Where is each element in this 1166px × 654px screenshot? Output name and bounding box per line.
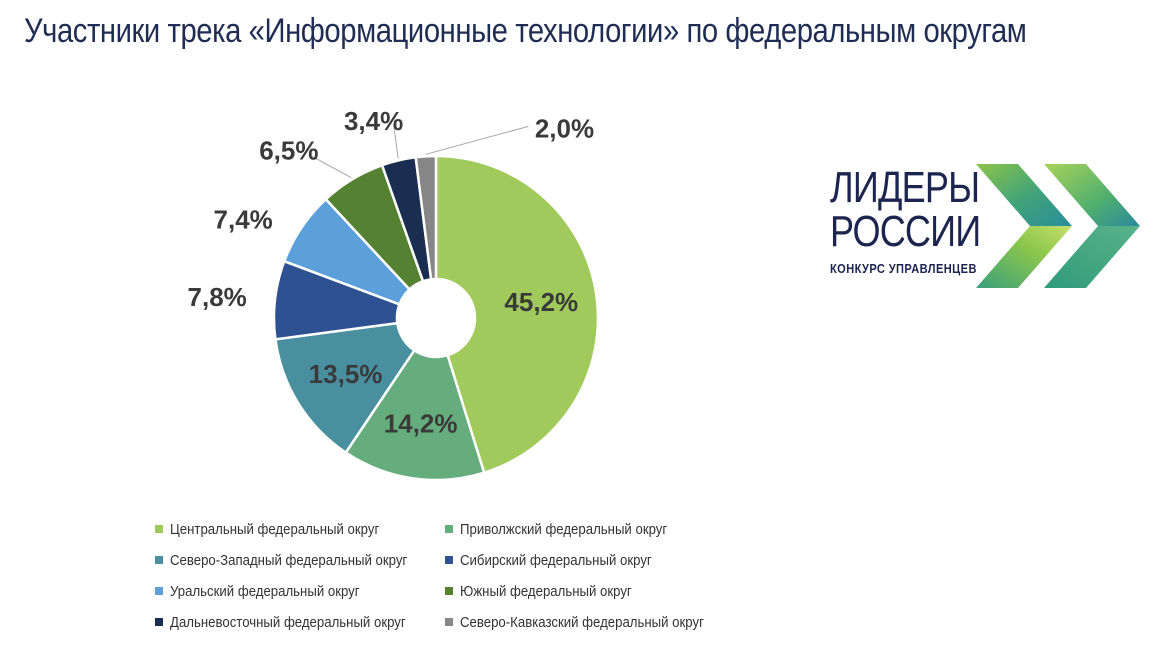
legend-item: Южный федеральный округ [445,580,745,602]
legend-swatch [445,618,453,626]
slice-data-label: 2,0% [535,113,594,143]
double-chevron-icon [976,164,1140,288]
legend-item: Северо-Кавказский федеральный округ [445,611,745,633]
legend-swatch [445,556,453,564]
legend-label: Северо-Западный федеральный округ [170,551,408,569]
slice-data-label: 7,4% [214,205,273,235]
legend-item: Северо-Западный федеральный округ [155,549,445,571]
donut-slice [434,154,600,475]
slice-data-label: 14,2% [384,408,458,438]
legend-label: Сибирский федеральный округ [460,551,652,569]
legend-item: Уральский федеральный округ [155,580,445,602]
slice-data-label: 13,5% [309,359,383,389]
logo-line1: ЛИДЕРЫ [830,163,980,212]
donut-slice [274,321,417,455]
slice-data-label: 3,4% [344,106,403,136]
legend-label: Дальневосточный федеральный округ [170,613,406,631]
legend-item: Приволжский федеральный округ [445,518,745,540]
leader-line [393,124,399,159]
legend-item: Центральный федеральный округ [155,518,445,540]
legend-swatch [155,556,163,564]
legend-label: Приволжский федеральный округ [460,520,668,538]
legend-label: Южный федеральный округ [460,582,632,600]
legend-swatch [155,587,163,595]
leader-line [425,125,529,155]
legend-item: Сибирский федеральный округ [445,549,745,571]
leader-line [308,154,352,179]
liders-rossii-logo: ЛИДЕРЫ РОССИИ КОНКУРС УПРАВЛЕНЦЕВ [826,158,1146,298]
slice-data-label: 7,8% [188,282,247,312]
logo-subtitle: КОНКУРС УПРАВЛЕНЦЕВ [830,261,977,276]
legend-swatch [445,525,453,533]
legend-label: Уральский федеральный округ [170,582,360,600]
donut-slice [344,348,486,482]
legend-swatch [155,525,163,533]
legend-swatch [155,618,163,626]
slice-data-label: 45,2% [504,287,578,317]
chart-title: Участники трека «Информационные технолог… [24,12,1027,50]
donut-slice [414,154,438,281]
legend-label: Центральный федеральный округ [170,520,380,538]
chart-legend: Центральный федеральный округ Приволжский… [155,518,745,633]
legend-swatch [445,587,453,595]
legend-label: Северо-Кавказский федеральный округ [460,613,704,631]
slice-data-label: 6,5% [259,136,318,166]
logo-line2: РОССИИ [830,207,981,256]
legend-item: Дальневосточный федеральный округ [155,611,445,633]
